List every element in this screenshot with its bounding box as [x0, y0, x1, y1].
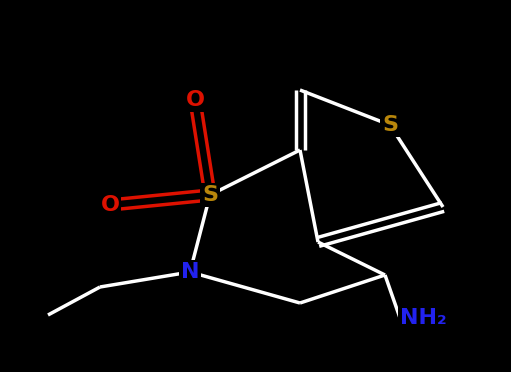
- Text: O: O: [101, 195, 120, 215]
- Text: N: N: [181, 262, 199, 282]
- Text: S: S: [382, 115, 398, 135]
- Text: NH₂: NH₂: [400, 308, 447, 328]
- Text: O: O: [185, 90, 204, 110]
- Text: S: S: [202, 185, 218, 205]
